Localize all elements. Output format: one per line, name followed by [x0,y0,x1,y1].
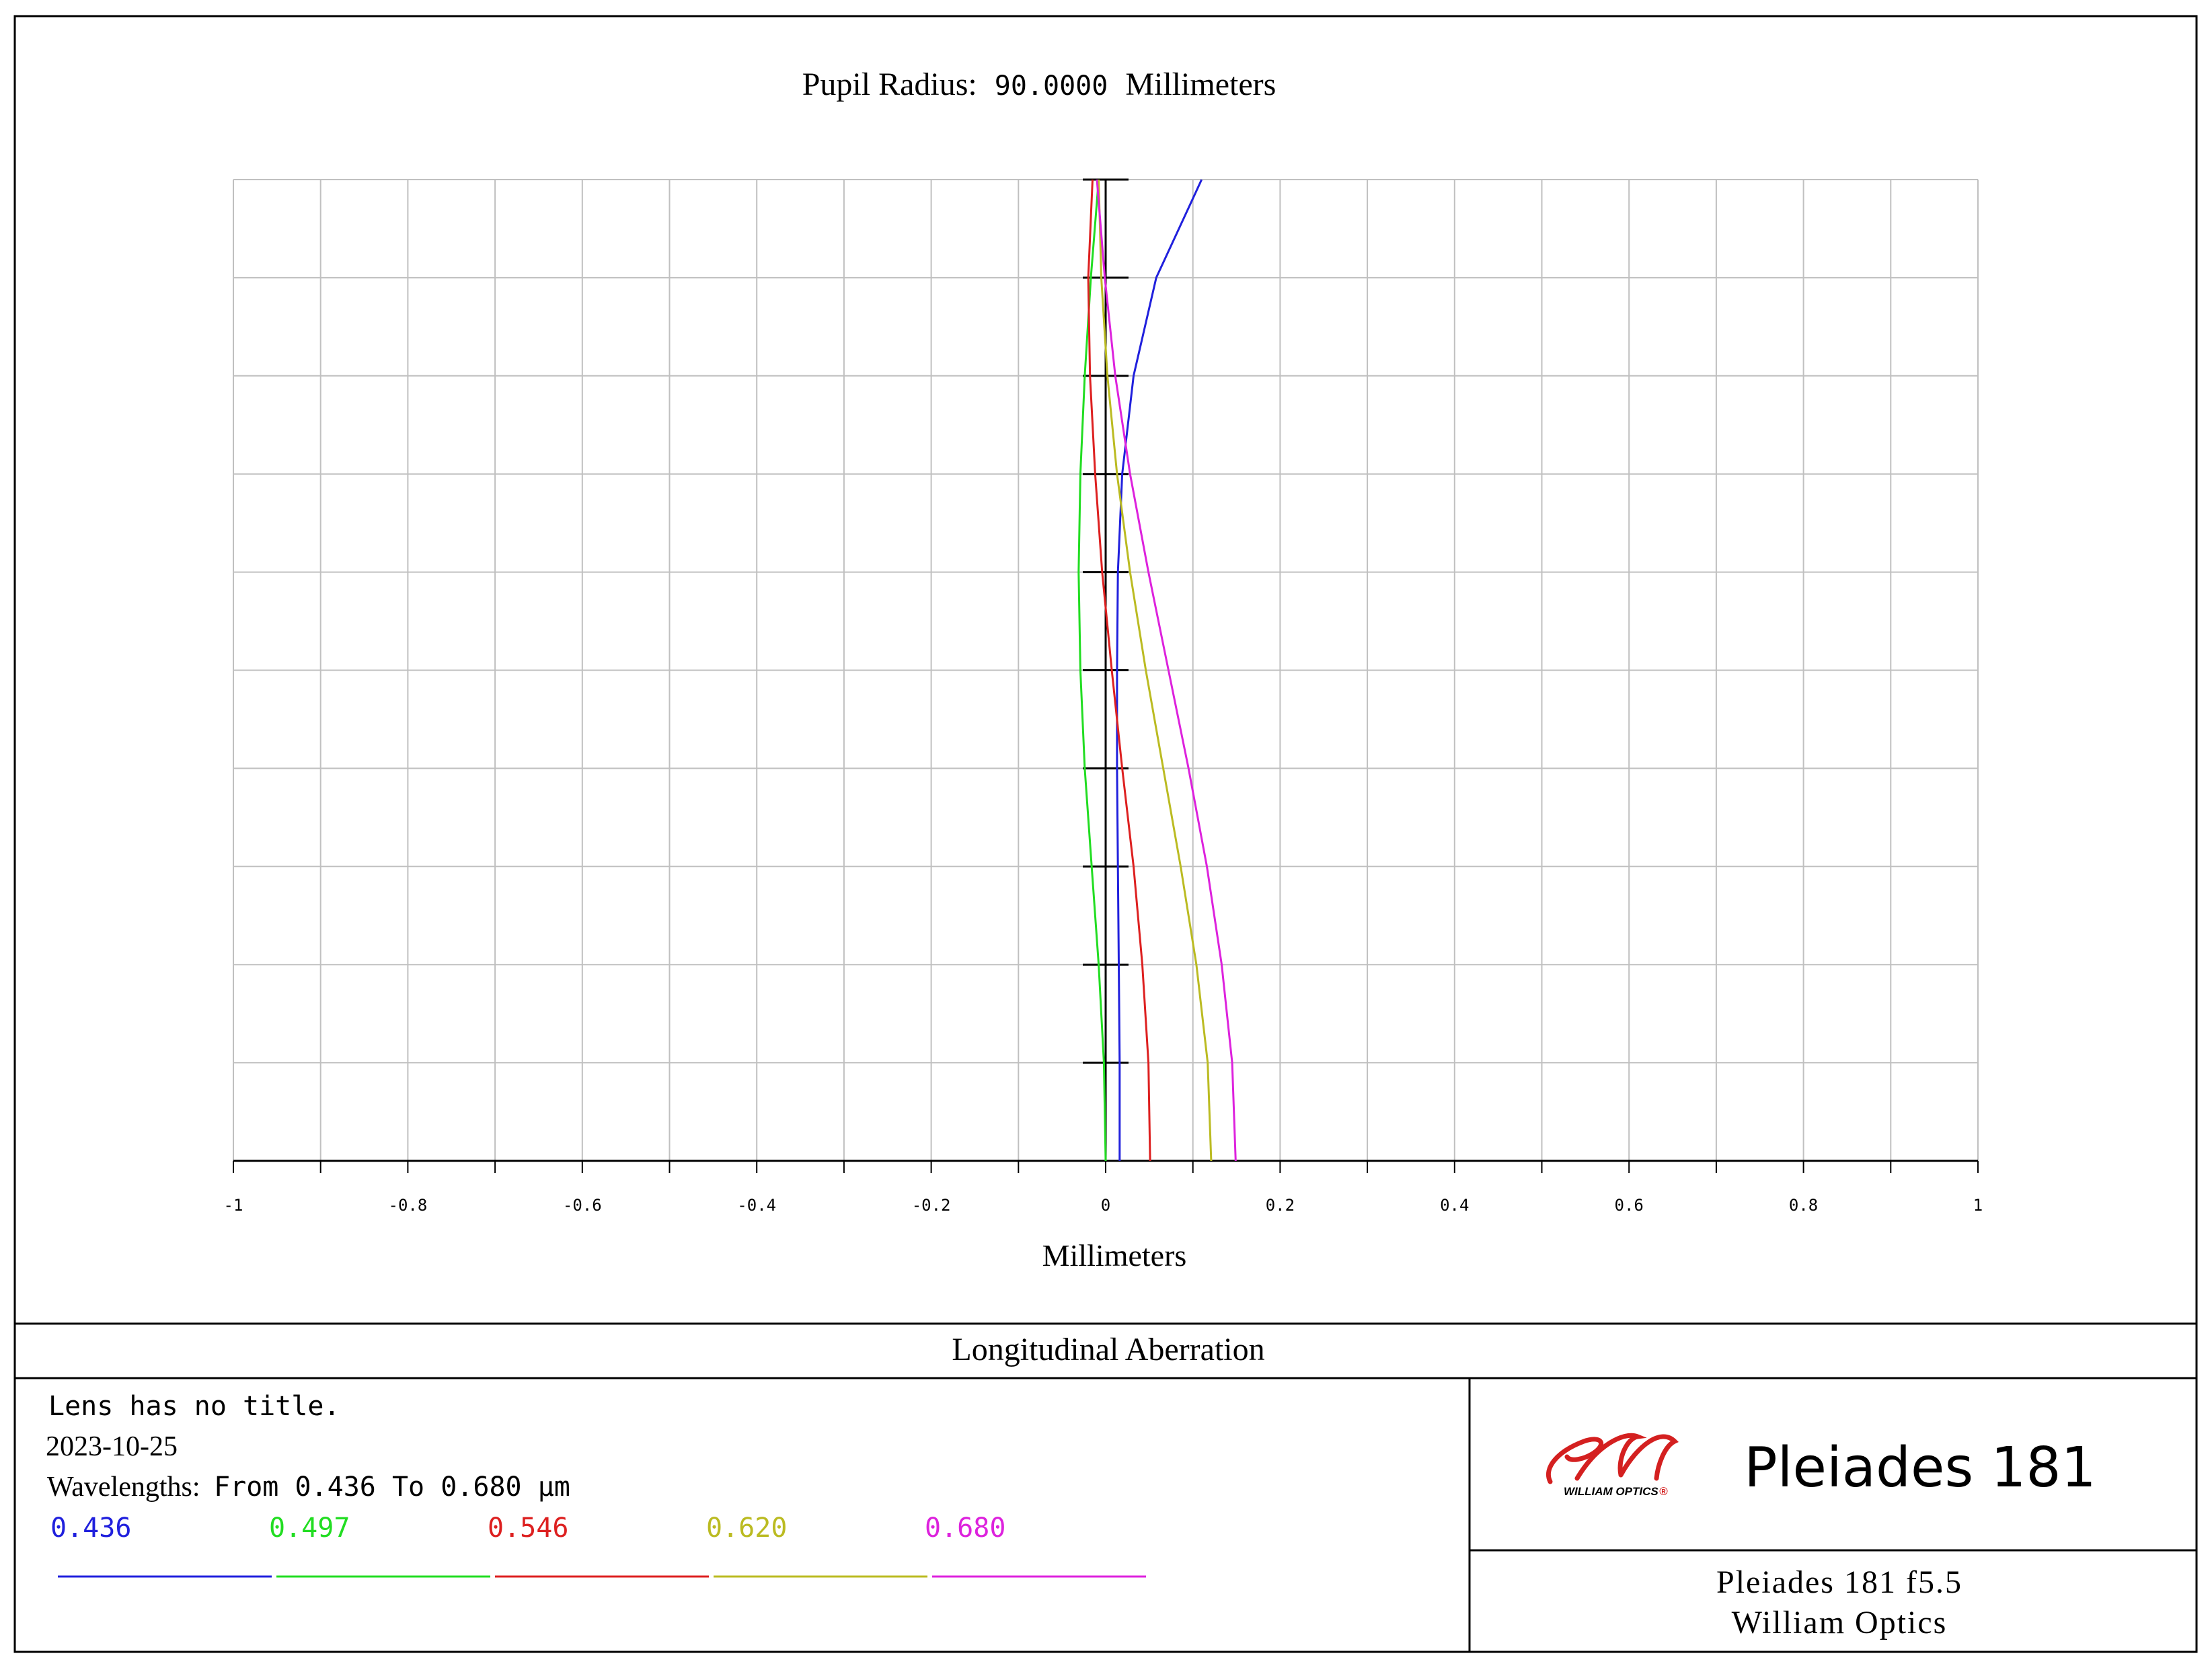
legend-label-0-680: 0.680 [925,1513,1005,1544]
plot-type-title: Longitudinal Aberration [952,1332,1264,1367]
x-tick-label: -0.4 [737,1196,776,1215]
x-tick-label: 0.2 [1266,1196,1295,1215]
x-tick-label: 0.4 [1440,1196,1469,1215]
aberration-curve-0-620 [1098,179,1213,1162]
x-axis-label: Millimeters [1042,1238,1187,1273]
william-optics-logo: WILLIAM OPTICS ® [1546,1433,1679,1498]
design-name: Pleiades 181 f5.5 [1716,1564,1962,1600]
x-tick-label: -0.6 [563,1196,602,1215]
x-tick-labels: -1 -0.8 -0.6 -0.4 -0.2 0 0.2 0.4 0.6 0.8 1 [224,1196,1983,1215]
aberration-curve-0-680 [1096,179,1237,1162]
x-tick-label: -0.2 [912,1196,951,1215]
aberration-curve-0-497 [1077,179,1107,1162]
legend-label-0-436: 0.436 [50,1513,131,1544]
logo-registered: ® [1659,1485,1668,1498]
analysis-date: 2023-10-25 [46,1431,178,1462]
wavelengths-line: Wavelengths: From 0.436 To 0.680 μm [47,1472,570,1503]
company-name: William Optics [1732,1605,1948,1640]
lens-title: Lens has no title. [48,1391,340,1422]
x-tick-label: -0.8 [389,1196,428,1215]
product-title: Pleiades 181 [1744,1436,2096,1500]
x-tick-label: 0.6 [1615,1196,1644,1215]
x-tick-label: 0 [1101,1196,1110,1215]
aberration-curves [1077,179,1237,1162]
pupil-radius-header: Pupil Radius: 90.0000 Millimeters [802,67,1276,102]
aberration-curve-0-436 [1116,179,1203,1161]
x-tick-label: 1 [1973,1196,1983,1215]
legend-label-0-546: 0.546 [488,1513,568,1544]
legend-label-0-497: 0.497 [269,1513,350,1544]
aberration-curve-0-546 [1087,179,1151,1162]
x-tick-label: -1 [224,1196,243,1215]
wavelength-legend: 0.436 0.497 0.546 0.620 0.680 [50,1513,1146,1578]
logo-text: WILLIAM OPTICS [1564,1485,1658,1498]
legend-label-0-620: 0.620 [706,1513,787,1544]
outer-frame [13,15,2198,1653]
logo-swoosh [1546,1433,1679,1484]
x-tick-label: 0.8 [1789,1196,1818,1215]
